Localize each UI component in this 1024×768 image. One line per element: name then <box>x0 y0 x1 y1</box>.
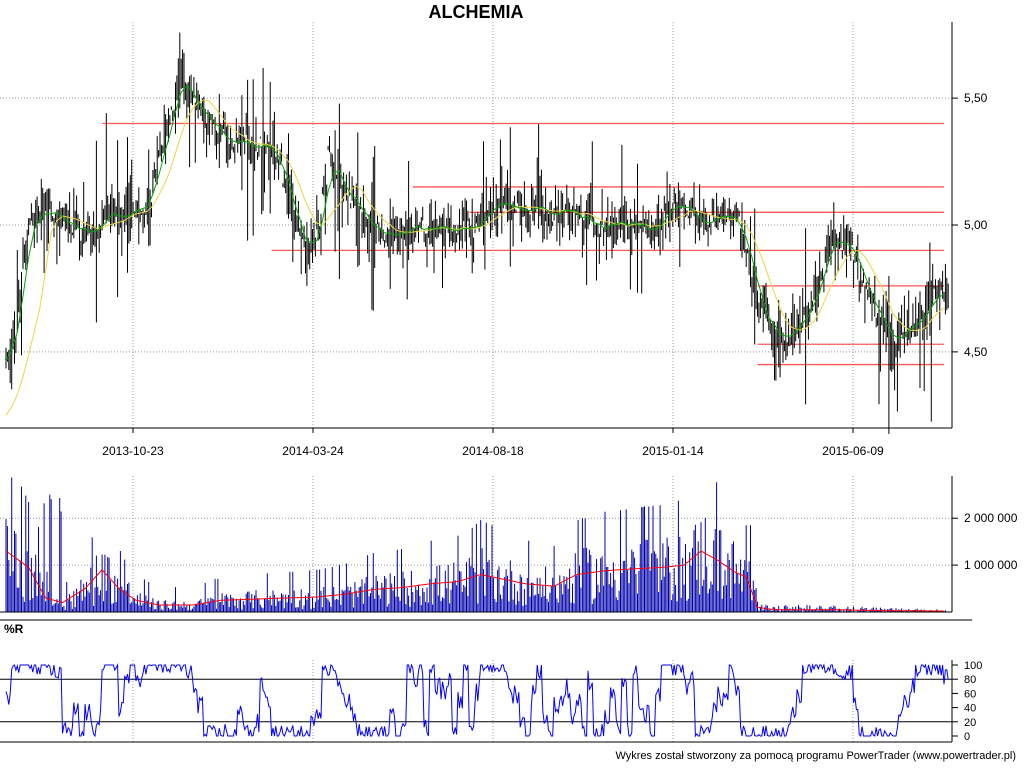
support-resistance-lines <box>102 122 944 366</box>
volume-bars <box>5 477 949 612</box>
short-average-line <box>5 84 945 362</box>
williams-r-grid <box>0 660 952 742</box>
y-tick-label: 80 <box>964 674 976 686</box>
y-tick-label: 60 <box>964 688 976 700</box>
price-y-ticks: 5,50 5,00 4,50 <box>952 91 988 359</box>
williams-r-label: %R <box>4 622 24 636</box>
y-tick-label: 1 000 000 <box>964 558 1018 572</box>
y-tick-label: 4,50 <box>964 345 988 359</box>
x-tick-label: 2015-01-14 <box>642 444 704 458</box>
y-tick-label: 5,00 <box>964 218 988 232</box>
price-x-ticks: 2013-10-23 2014-03-24 2014-08-18 2015-01-14… <box>102 428 884 458</box>
chart-title: ALCHEMIA <box>428 2 524 22</box>
volume-y-ticks: 2 000 000 1 000 000 <box>952 511 1018 572</box>
williams-r-line <box>5 663 949 738</box>
x-tick-label: 2014-03-24 <box>282 444 344 458</box>
y-tick-label: 100 <box>964 660 982 672</box>
williams-r-panel: 100 80 60 40 20 0 <box>0 660 982 743</box>
footer-credit: Wykres został stworzony za pomocą progra… <box>615 750 1016 762</box>
long-average-line <box>5 99 945 416</box>
volume-average-line <box>5 550 945 612</box>
y-tick-label: 0 <box>964 731 970 743</box>
williams-r-y-ticks: 100 80 60 40 20 0 <box>952 660 982 743</box>
x-tick-label: 2014-08-18 <box>462 444 524 458</box>
y-tick-label: 20 <box>964 717 976 729</box>
x-tick-label: 2013-10-23 <box>102 444 164 458</box>
y-tick-label: 40 <box>964 703 976 715</box>
volume-panel: 2 000 000 1 000 000 <box>0 476 1018 621</box>
price-bars <box>5 32 949 434</box>
x-tick-label: 2015-06-09 <box>822 444 884 458</box>
price-panel: 5,50 5,00 4,50 2013-10-23 2014-03-24 2014-08… <box>0 22 988 458</box>
y-tick-label: 5,50 <box>964 91 988 105</box>
y-tick-label: 2 000 000 <box>964 511 1018 525</box>
